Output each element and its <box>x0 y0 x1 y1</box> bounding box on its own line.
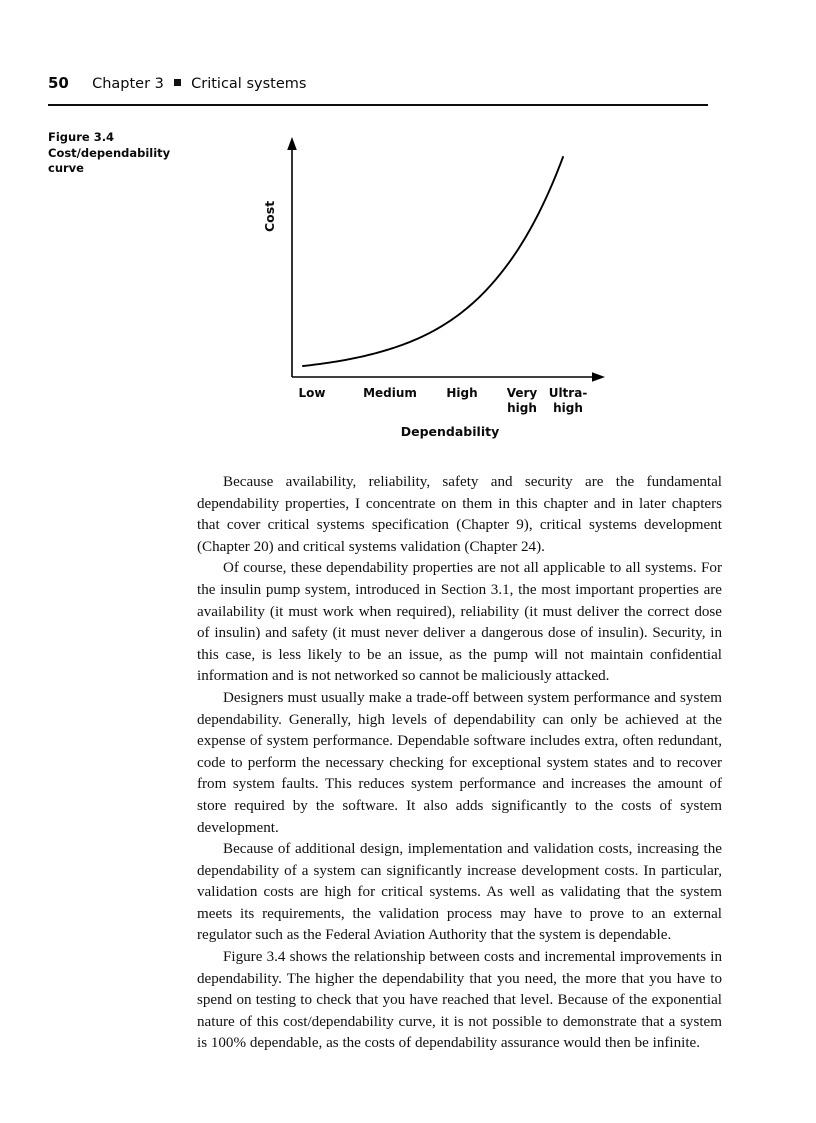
header-divider <box>48 104 708 106</box>
paragraph: Of course, these dependability propertie… <box>197 560 722 685</box>
paragraph: Figure 3.4 shows the relationship betwee… <box>197 949 722 1052</box>
x-axis-label: Dependability <box>400 424 500 439</box>
figure-caption-line3: curve <box>48 161 84 175</box>
cost-dependability-chart <box>250 130 630 450</box>
body-text: Because availability, reliability, safet… <box>197 472 722 1055</box>
chart-svg <box>287 137 605 382</box>
chapter-label: Chapter 3 <box>92 76 164 92</box>
y-axis <box>287 137 297 377</box>
figure-caption: Figure 3.4 Cost/dependability curve <box>48 130 188 177</box>
paragraph: Because availability, reliability, safet… <box>197 474 722 555</box>
x-tick-low: Low <box>298 386 326 400</box>
x-axis <box>292 372 605 382</box>
paragraph: Designers must usually make a trade-off … <box>197 689 722 836</box>
paragraph: Because of additional design, implementa… <box>197 841 722 944</box>
filled-square-icon <box>173 79 181 86</box>
figure-caption-line2: Cost/dependability <box>48 145 171 160</box>
chapter-title: Critical systems <box>191 76 307 92</box>
x-tick-ultra-high: Ultra- high <box>548 386 588 415</box>
x-tick-very-high: Very high <box>506 386 538 415</box>
x-tick-medium: Medium <box>363 386 417 400</box>
figure-caption-line1: Figure 3.4 <box>48 130 115 144</box>
cost-curve <box>302 156 564 367</box>
y-axis-label: Cost <box>262 200 277 232</box>
x-tick-high: High <box>446 386 478 400</box>
running-head: 50 Chapter 3 Critical systems <box>48 74 708 98</box>
page-number: 50 <box>48 74 69 92</box>
x-axis-arrowhead <box>592 372 605 382</box>
y-axis-arrowhead <box>287 137 297 150</box>
